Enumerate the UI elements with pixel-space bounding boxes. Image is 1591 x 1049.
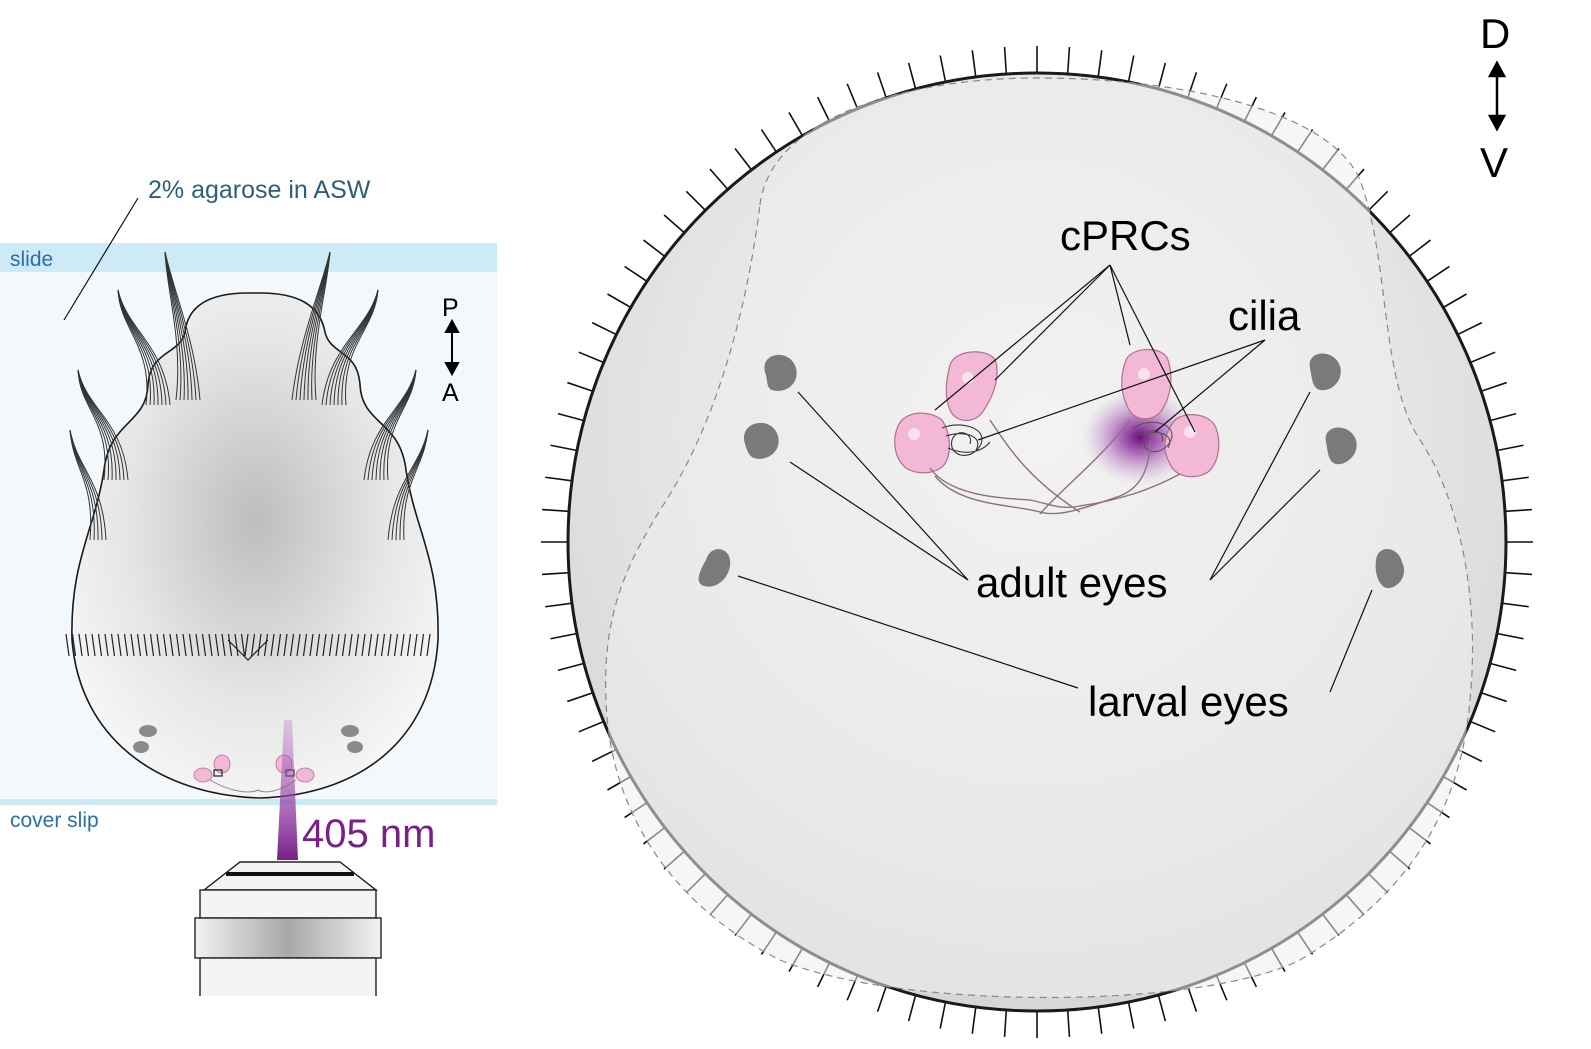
prototroch (65, 633, 431, 661)
agarose-leader (63, 197, 139, 321)
slide-label: slide (10, 248, 53, 271)
cprc-right-cluster (1121, 348, 1220, 478)
cprc-axons (929, 419, 1181, 515)
cover-slip (0, 799, 497, 805)
larval-eye-2 (1375, 548, 1405, 589)
left-panel: slide cover slip 2% agarose in ASW P (0, 176, 497, 1000)
left-axis-a: A (442, 379, 459, 407)
label-larval-eyes: larval eyes (1088, 678, 1289, 725)
label-cilia: cilia (1228, 292, 1301, 339)
laser-label: 405 nm (302, 812, 435, 856)
episphere-outline (605, 77, 1474, 999)
adult-eye-4 (1325, 427, 1357, 465)
adult-eye-2 (743, 422, 779, 459)
cilia-tufts (69, 251, 429, 541)
objective (194, 861, 382, 1000)
label-cprcs: cPRCs (1060, 212, 1191, 259)
laser-beam (277, 720, 298, 860)
larval-eye-1 (698, 549, 731, 587)
left-axis-p: P (442, 294, 459, 322)
agarose-label: 2% agarose in ASW (148, 176, 371, 204)
cilia-coil-left (941, 424, 991, 456)
cprc-left-cluster (894, 351, 998, 474)
slide (0, 243, 497, 272)
cover-slip-label: cover slip (10, 809, 99, 832)
left-axis-arrow (444, 318, 460, 377)
adult-eye-3 (1309, 353, 1341, 391)
adult-eye-1 (764, 354, 797, 391)
larva-body (71, 292, 439, 799)
right-axis-arrow (1487, 60, 1507, 132)
right-axis-d: D (1480, 10, 1510, 57)
label-adult-eyes: adult eyes (976, 559, 1167, 606)
leader-lines (737, 264, 1373, 693)
larva-eyes (133, 725, 363, 753)
right-panel: cPRCs cilia adult eyes larval eyes D V (541, 10, 1533, 1038)
right-axis-v: V (1480, 139, 1508, 186)
